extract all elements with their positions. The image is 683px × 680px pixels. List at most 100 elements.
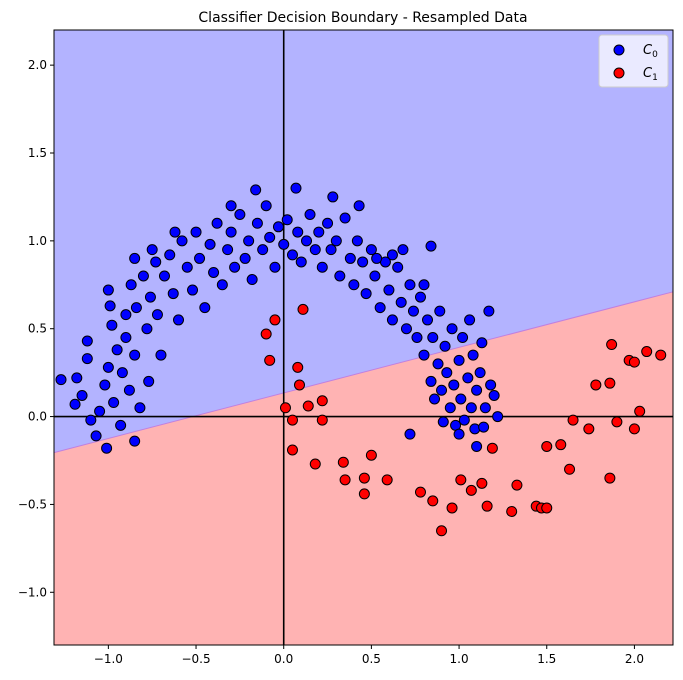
data-point-c0 bbox=[455, 393, 467, 405]
data-point-c1 bbox=[260, 328, 272, 340]
data-point-c0 bbox=[120, 332, 132, 343]
data-point-c0 bbox=[313, 226, 325, 238]
data-point-c0 bbox=[397, 244, 409, 256]
data-point-c0 bbox=[418, 279, 430, 291]
data-point-c0 bbox=[471, 384, 483, 396]
data-point-c0 bbox=[129, 349, 141, 361]
data-point-c0 bbox=[190, 226, 202, 238]
data-point-c0 bbox=[485, 379, 497, 391]
data-point-c0 bbox=[229, 261, 241, 273]
data-point-c0 bbox=[251, 217, 263, 229]
chart-title: Classifier Decision Boundary - Resampled… bbox=[198, 10, 527, 26]
data-point-c0 bbox=[102, 284, 114, 296]
data-point-c0 bbox=[395, 296, 407, 308]
data-point-c0 bbox=[411, 332, 423, 343]
legend-marker-c1 bbox=[613, 67, 625, 79]
data-point-c0 bbox=[111, 344, 123, 356]
data-point-c0 bbox=[108, 397, 120, 409]
data-point-c0 bbox=[167, 288, 179, 300]
x-tick-label: 2.0 bbox=[625, 652, 644, 666]
data-point-c0 bbox=[292, 226, 304, 238]
y-tick-label: 0.5 bbox=[28, 322, 47, 336]
y-axis: −1.0 −0.5 0.0 0.5 1.0 1.5 2.0 bbox=[18, 58, 54, 599]
data-point-c0 bbox=[208, 266, 220, 278]
data-point-c1 bbox=[286, 444, 298, 456]
data-point-c0 bbox=[85, 414, 97, 426]
data-point-c0 bbox=[457, 332, 469, 343]
data-point-c1 bbox=[358, 488, 370, 500]
data-point-c0 bbox=[90, 430, 102, 442]
data-point-c1 bbox=[302, 400, 314, 412]
data-point-c0 bbox=[427, 332, 439, 343]
data-point-c1 bbox=[264, 354, 276, 366]
data-point-c0 bbox=[137, 270, 149, 282]
data-point-c1 bbox=[628, 356, 640, 368]
data-point-c0 bbox=[102, 361, 114, 373]
data-point-c1 bbox=[269, 314, 281, 326]
y-tick-label: 1.0 bbox=[28, 234, 47, 248]
data-point-c1 bbox=[436, 525, 448, 537]
data-point-c0 bbox=[453, 428, 465, 440]
data-point-c1 bbox=[292, 361, 304, 373]
data-point-c0 bbox=[151, 309, 163, 321]
data-point-c0 bbox=[158, 270, 170, 282]
data-point-c0 bbox=[465, 402, 477, 414]
data-point-c0 bbox=[211, 217, 223, 229]
data-point-c1 bbox=[628, 423, 640, 435]
data-point-c0 bbox=[144, 291, 156, 303]
data-point-c0 bbox=[444, 402, 456, 414]
data-point-c1 bbox=[337, 456, 349, 468]
data-point-c1 bbox=[486, 442, 498, 454]
data-point-c0 bbox=[360, 288, 372, 300]
legend-label-c1: C1 bbox=[643, 66, 658, 83]
data-point-c0 bbox=[129, 252, 141, 264]
x-tick-label: 0.0 bbox=[274, 652, 293, 666]
data-point-c0 bbox=[432, 358, 444, 370]
data-point-c0 bbox=[134, 402, 146, 414]
data-point-c0 bbox=[123, 384, 135, 396]
region-class0 bbox=[54, 30, 673, 453]
data-point-c0 bbox=[365, 244, 377, 256]
data-point-c0 bbox=[281, 214, 293, 226]
data-point-c0 bbox=[169, 226, 181, 238]
data-point-c1 bbox=[381, 474, 393, 486]
data-point-c0 bbox=[176, 235, 188, 247]
x-tick-label: 0.5 bbox=[362, 652, 381, 666]
data-point-c0 bbox=[446, 323, 458, 335]
data-point-c1 bbox=[358, 472, 370, 484]
data-point-c1 bbox=[506, 505, 518, 517]
data-point-c0 bbox=[467, 349, 479, 361]
y-tick-label: −1.0 bbox=[18, 585, 47, 599]
data-point-c0 bbox=[351, 235, 363, 247]
legend-marker-c0 bbox=[613, 44, 625, 56]
data-point-c0 bbox=[194, 252, 206, 264]
data-point-c0 bbox=[204, 238, 216, 250]
data-point-c0 bbox=[164, 249, 176, 261]
data-point-c0 bbox=[453, 354, 465, 366]
data-point-c0 bbox=[141, 323, 153, 335]
data-point-c0 bbox=[286, 249, 298, 261]
data-point-c0 bbox=[383, 284, 395, 296]
data-point-c0 bbox=[414, 291, 426, 303]
data-point-c0 bbox=[483, 305, 495, 317]
data-point-c0 bbox=[234, 209, 246, 220]
data-point-c0 bbox=[199, 302, 211, 314]
data-point-c0 bbox=[325, 244, 337, 256]
data-point-c0 bbox=[246, 274, 258, 286]
data-point-c1 bbox=[293, 379, 305, 391]
data-point-c0 bbox=[464, 314, 476, 326]
data-point-c1 bbox=[476, 477, 488, 489]
data-point-c0 bbox=[425, 375, 437, 387]
y-tick-label: −0.5 bbox=[18, 497, 47, 511]
x-tick-label: 1.0 bbox=[450, 652, 469, 666]
data-point-c0 bbox=[357, 256, 369, 268]
data-point-c0 bbox=[264, 231, 276, 243]
data-point-c1 bbox=[279, 402, 291, 414]
x-axis: −1.0 −0.5 0.0 0.5 1.0 1.5 2.0 bbox=[94, 645, 644, 666]
data-point-c0 bbox=[150, 256, 162, 268]
data-point-c0 bbox=[155, 349, 167, 361]
data-point-c1 bbox=[604, 472, 616, 484]
data-point-c1 bbox=[481, 500, 493, 512]
data-point-c0 bbox=[239, 252, 251, 264]
